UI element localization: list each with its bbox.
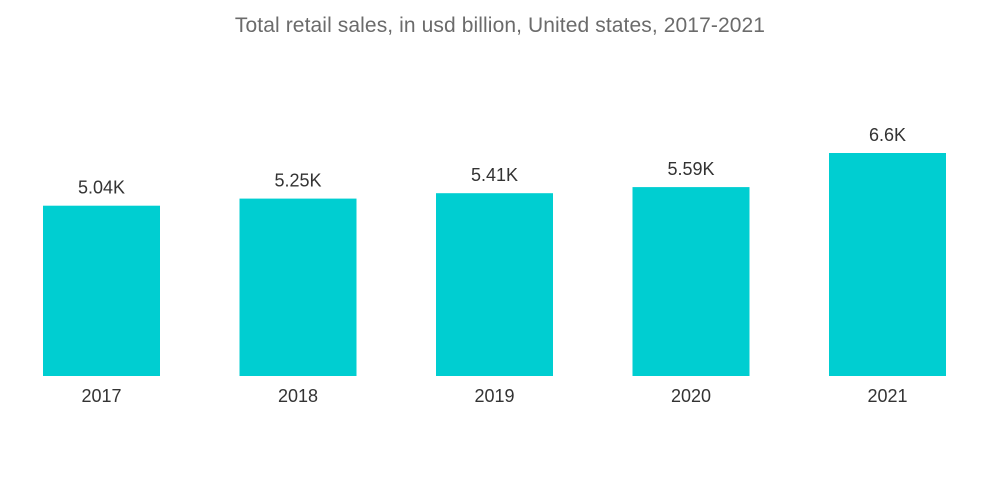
x-tick-label-2017: 2017 xyxy=(81,386,121,406)
bar-2017 xyxy=(43,205,160,376)
x-tick-label-2019: 2019 xyxy=(474,386,514,406)
data-label-2019: 5.41K xyxy=(471,165,518,185)
bar-2020 xyxy=(632,187,750,376)
chart-title: Total retail sales, in usd billion, Unit… xyxy=(234,14,766,37)
bar-2019 xyxy=(436,193,553,376)
x-tick-label-2020: 2020 xyxy=(671,386,711,406)
data-label-2018: 5.25K xyxy=(274,171,321,191)
bar-2018 xyxy=(239,198,357,376)
data-label-2017: 5.04K xyxy=(78,178,125,198)
data-label-2020: 5.59K xyxy=(667,159,714,179)
data-label-2021: 6.6K xyxy=(869,125,906,145)
x-tick-label-2018: 2018 xyxy=(278,386,318,406)
x-tick-label-2021: 2021 xyxy=(867,386,907,406)
bar-2021 xyxy=(829,153,946,376)
